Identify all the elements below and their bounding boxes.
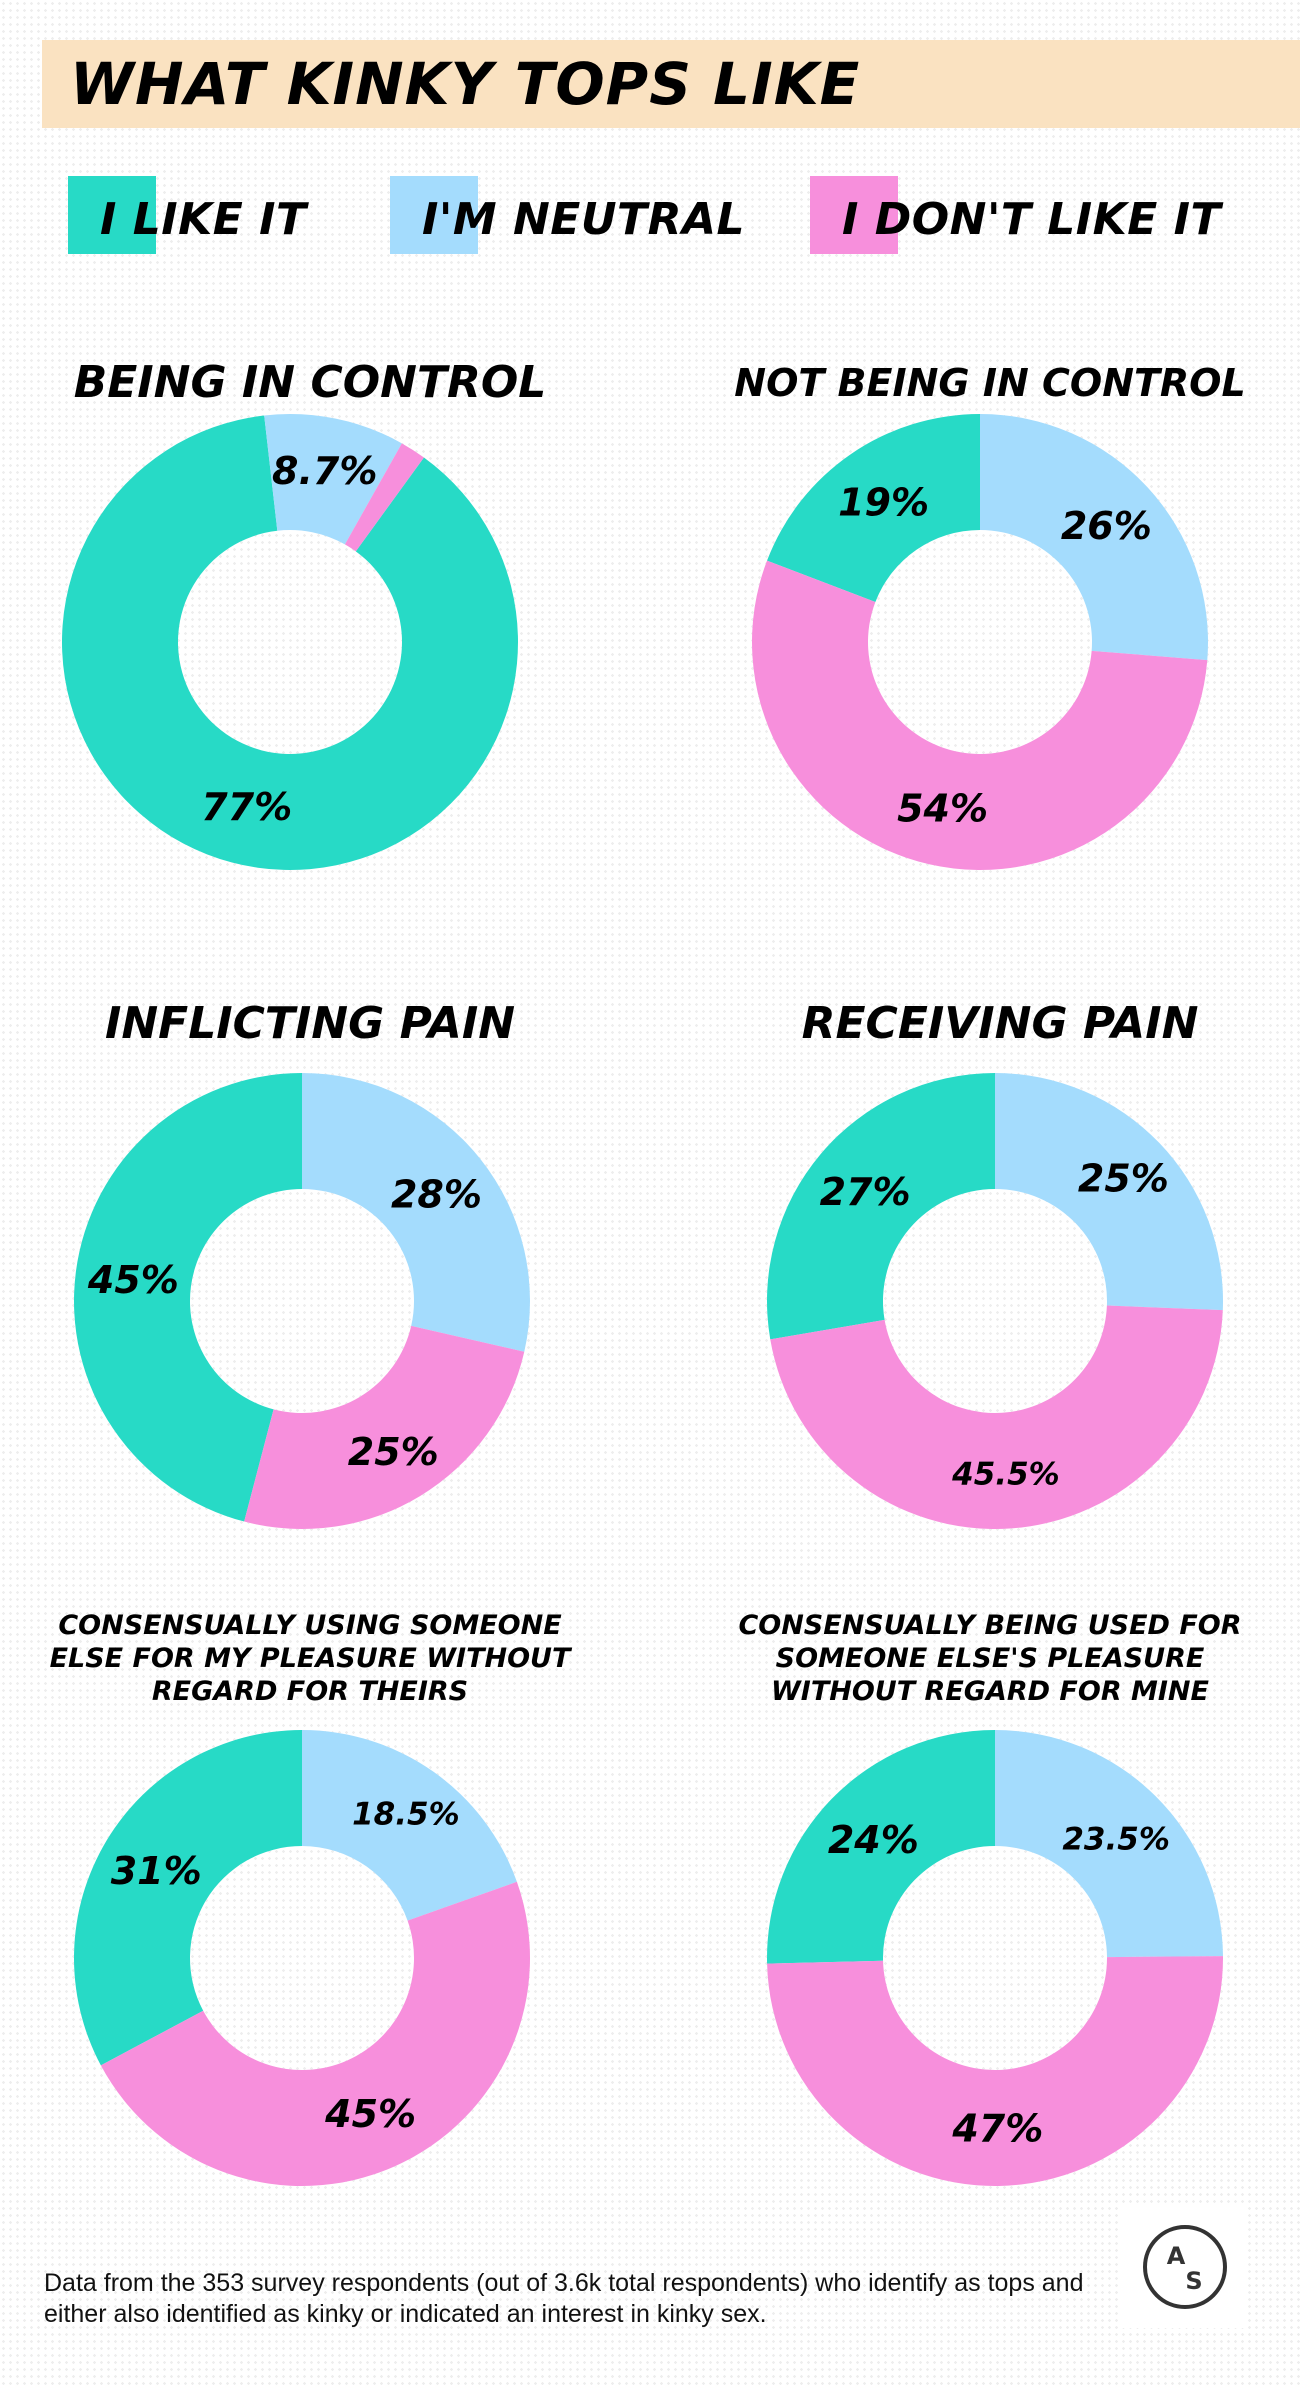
- chart-title-not-being-in-control: NOT BEING IN CONTROL: [734, 361, 1246, 405]
- slice-label-dislike: 45.5%: [951, 1456, 1060, 1492]
- donut-chart-being-in-control: 77% 8.7%: [61, 414, 519, 870]
- slice-label-neutral: 18.5%: [352, 1797, 460, 1833]
- autostraddle-logo-icon: A S: [1143, 2225, 1227, 2309]
- chart-title-receiving-pain: RECEIVING PAIN: [801, 998, 1199, 1049]
- slice-dislike: [770, 1305, 1223, 1529]
- footnote: Data from the 353 survey respondents (ou…: [44, 2269, 1084, 2328]
- donut-chart-inflicting-pain: 45% 28% 25%: [73, 1073, 530, 1529]
- slice-label-like: 19%: [838, 481, 929, 525]
- slice-dislike: [767, 1956, 1223, 2186]
- slice-like: [73, 1073, 303, 1522]
- logo-letter-a: A: [1167, 2242, 1186, 2270]
- slice-neutral: [264, 414, 402, 545]
- logo: A S: [1122, 2206, 1248, 2328]
- slice-label-neutral: 26%: [1061, 504, 1152, 548]
- slice-label-like: 77%: [201, 785, 292, 829]
- slice-dislike: [100, 1881, 530, 2186]
- slice-label-like: 45%: [87, 1258, 179, 1302]
- slice-neutral: [980, 414, 1208, 661]
- donut-chart-not-being-in-control: 19% 26% 54%: [752, 414, 1208, 870]
- slice-neutral: [995, 1730, 1223, 1958]
- donut-chart-being-used: 24% 23.5% 47%: [767, 1730, 1223, 2186]
- logo-letter-s: S: [1185, 2267, 1202, 2295]
- legend-label-dislike: I DON'T LIKE IT: [842, 194, 1222, 245]
- slice-label-like: 31%: [111, 1849, 202, 1893]
- page-title: WHAT KINKY TOPS LIKE: [70, 50, 861, 118]
- slice-neutral: [995, 1073, 1223, 1311]
- legend-swatch-neutral: [390, 176, 478, 254]
- slice-like: [767, 414, 980, 603]
- chart-title-inflicting-pain: INFLICTING PAIN: [104, 998, 516, 1049]
- chart-title-being-in-control: BEING IN CONTROL: [73, 357, 547, 408]
- slice-label-dislike: 47%: [951, 2107, 1043, 2151]
- slice-like: [767, 1073, 995, 1340]
- slice-label-dislike: 45%: [324, 2092, 416, 2136]
- donut-chart-using-someone: 31% 18.5% 45%: [73, 1730, 530, 2186]
- slice-label-neutral: 25%: [1078, 1156, 1169, 1200]
- chart-title-being-used: CONSENSUALLY BEING USED FOR SOMEONE ELSE…: [738, 1610, 1242, 1707]
- slice-dislike: [752, 560, 1208, 870]
- slice-neutral: [302, 1730, 517, 1921]
- donut-chart-receiving-pain: 27% 25% 45.5%: [767, 1073, 1223, 1529]
- title-band: [42, 40, 1300, 128]
- legend-swatch-like: [68, 176, 156, 254]
- slice-like: [73, 1730, 303, 2066]
- slice-label-dislike: 25%: [348, 1430, 439, 1474]
- slice-label-neutral: 28%: [391, 1172, 482, 1216]
- slice-like: [61, 415, 519, 870]
- slice-label-neutral: 23.5%: [1062, 1822, 1170, 1858]
- slice-dislike: [244, 1325, 525, 1529]
- slice-label-neutral: 8.7%: [272, 449, 377, 493]
- legend-label-like: I LIKE IT: [100, 194, 307, 245]
- slice-dislike: [344, 443, 424, 552]
- slice-label-dislike: 54%: [897, 787, 988, 831]
- slice-like: [767, 1730, 995, 1964]
- legend-swatch-dislike: [810, 176, 898, 254]
- chart-title-using-someone: CONSENSUALLY USING SOMEONE ELSE FOR MY P…: [49, 1610, 571, 1707]
- legend-label-neutral: I'M NEUTRAL: [422, 194, 746, 245]
- slice-label-like: 24%: [828, 1818, 919, 1862]
- slice-neutral: [302, 1073, 530, 1352]
- slice-label-like: 27%: [820, 1170, 911, 1214]
